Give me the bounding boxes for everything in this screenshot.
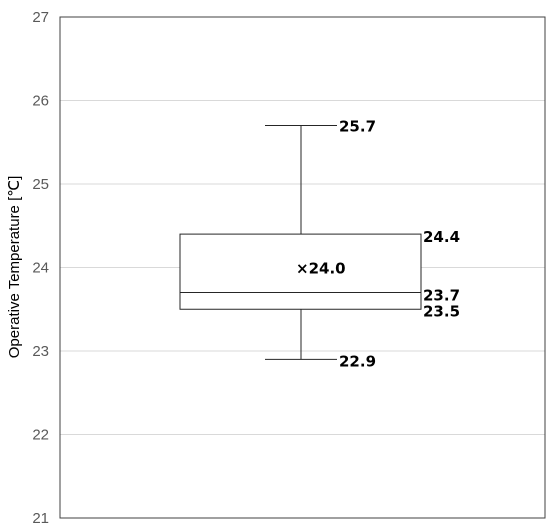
- y-tick-label: 24: [32, 260, 49, 277]
- median-label: 23.7: [423, 287, 460, 305]
- y-axis-label: Operative Temperature [℃]: [6, 176, 23, 358]
- plot-area-border: [59, 16, 546, 519]
- y-tick-label: 21: [32, 510, 49, 527]
- y-tick-label: 23: [32, 343, 49, 360]
- y-axis-ticks: 21 22 23 24 25 26 27: [32, 9, 49, 527]
- y-tick-label: 25: [32, 176, 49, 193]
- q3-label: 24.4: [423, 228, 460, 246]
- whisker-high-label: 25.7: [339, 118, 376, 136]
- y-tick-label: 22: [32, 427, 49, 444]
- mean-label: ×24.0: [296, 260, 346, 278]
- whisker-low-label: 22.9: [339, 352, 376, 370]
- interquartile-box: [179, 233, 422, 310]
- box-plot: 25.7 24.4 ×24.0 23.723.5 22.9: [179, 118, 460, 370]
- y-tick-label: 26: [32, 93, 49, 110]
- y-tick-label: 27: [32, 9, 49, 26]
- q1-label: 23.5: [423, 302, 460, 320]
